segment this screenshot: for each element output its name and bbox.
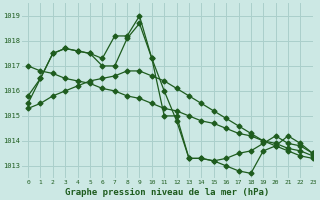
X-axis label: Graphe pression niveau de la mer (hPa): Graphe pression niveau de la mer (hPa) — [65, 188, 269, 197]
